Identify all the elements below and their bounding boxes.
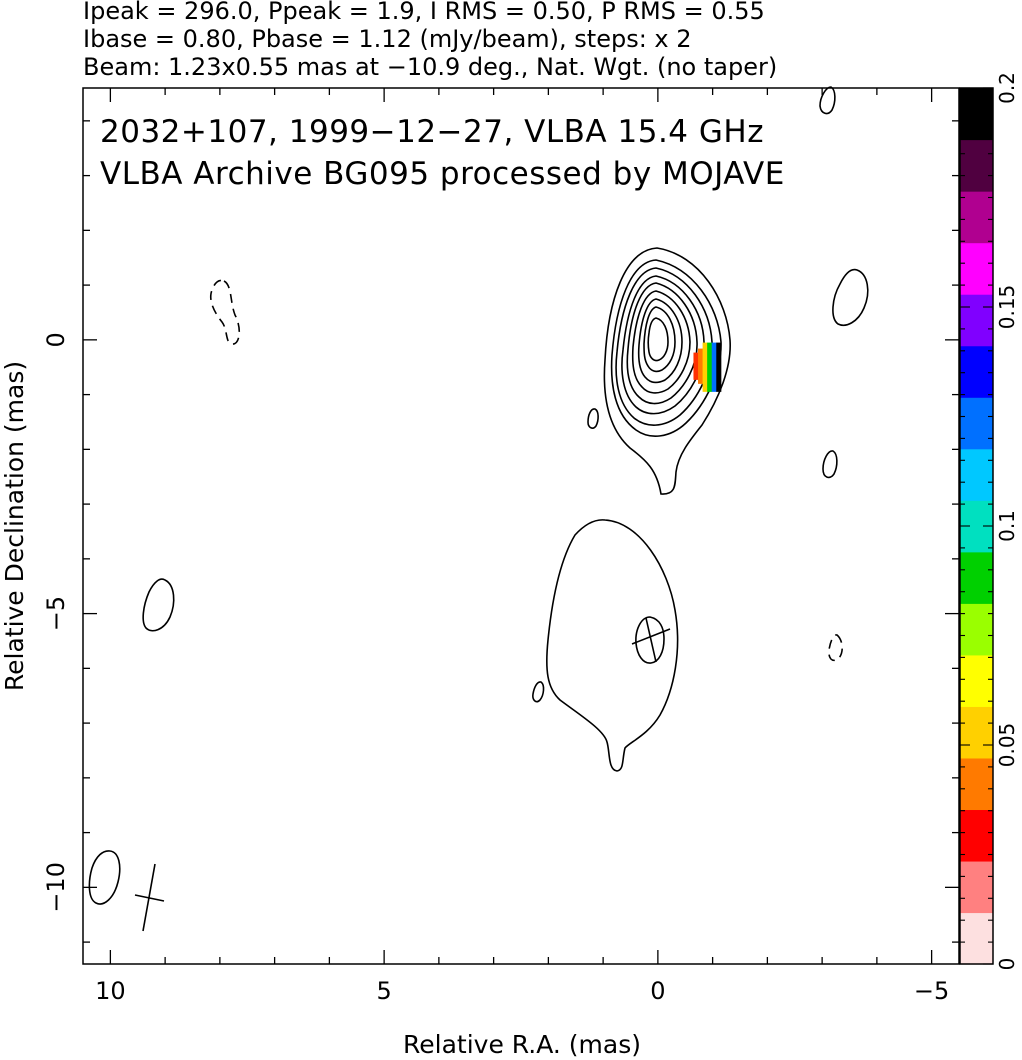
plot-frame (82, 87, 960, 965)
core-contour-8 (643, 306, 676, 373)
x-tick-label: 5 (376, 977, 391, 1005)
y-tick-label: 0 (42, 332, 70, 347)
beam-ellipse (88, 850, 121, 905)
colorbar-swatch (960, 139, 993, 192)
colorbar-swatch (960, 88, 993, 141)
noise-contours (142, 86, 869, 703)
colorbar-swatch (960, 191, 993, 244)
noise-contour (832, 268, 869, 326)
y-tick-label: −10 (42, 862, 70, 913)
noise-contour-dashed (828, 634, 843, 662)
restoring-beam (88, 850, 165, 932)
noise-contour (532, 681, 545, 703)
core-contour-5 (626, 282, 698, 405)
map-subtitle: VLBA Archive BG095 processed by MOJAVE (100, 156, 785, 192)
x-tick-label: −5 (914, 977, 949, 1005)
colorbar-swatch (960, 551, 993, 604)
header-line-1: Ipeak = 296.0, Ppeak = 1.9, I RMS = 0.50… (83, 0, 765, 25)
core-contour-4 (621, 275, 705, 415)
colorbar-swatch (960, 242, 993, 295)
colorbar-swatch (960, 448, 993, 501)
polarization-pixel (702, 342, 708, 392)
colorbar-tick-label: 0.15 (995, 285, 1019, 330)
colorbar-swatch (960, 809, 993, 862)
polarization-pixel (711, 342, 717, 392)
noise-contour-dashed (209, 279, 241, 345)
core-contour-3 (615, 267, 713, 426)
beam-minor-axis-marker (134, 894, 165, 902)
polarization-pixel (698, 348, 704, 384)
x-tick-label: 10 (95, 977, 126, 1005)
noise-contour (822, 450, 838, 479)
colorbar (960, 88, 993, 965)
y-tick-label: −5 (42, 596, 70, 631)
colorbar-swatch (960, 860, 993, 914)
core-contour-6 (631, 290, 691, 394)
noise-contour (587, 408, 599, 429)
core-contour-1 (603, 247, 731, 495)
header-line-2: Ibase = 0.80, Pbase = 1.12 (mJy/beam), s… (83, 25, 692, 53)
colorbar-tick-label: 0.2 (995, 72, 1019, 104)
noise-contour (819, 86, 836, 115)
core-contour-9 (647, 317, 669, 362)
colorbar-swatch (960, 654, 993, 707)
polarization-patch (693, 342, 722, 392)
header-line-3: Beam: 1.23x0.55 mas at −10.9 deg., Nat. … (83, 53, 777, 81)
colorbar-swatch (960, 912, 993, 965)
colorbar-tick-label: 0.05 (995, 723, 1019, 768)
colorbar-tick-label: 0.1 (995, 510, 1019, 542)
polarization-pixel (707, 342, 713, 392)
colorbar-tick-label: 0 (995, 958, 1019, 971)
jet-polarization-tick (645, 617, 657, 663)
map-title: 2032+107, 1999−12−27, VLBA 15.4 GHz (100, 114, 764, 150)
x-tick-label: 0 (650, 977, 665, 1005)
colorbar-swatch (960, 603, 993, 656)
colorbar-ticks: 0 0.05 0.1 0.15 0.2 (960, 72, 1019, 970)
x-axis-label: Relative R.A. (mas) (403, 1030, 641, 1059)
polarization-pixel (693, 352, 699, 380)
jet-contours (546, 519, 679, 772)
colorbar-swatch (960, 757, 993, 811)
axis-ticks: 10 5 0 −5 0 −5 −10 (42, 88, 959, 1005)
core-contours (603, 247, 731, 495)
core-contour-7 (637, 298, 683, 384)
colorbar-swatch (960, 294, 993, 347)
colorbar-swatch (960, 345, 993, 398)
polarization-pixel (716, 342, 722, 392)
jet-contour-outer (546, 519, 679, 772)
noise-contour (142, 578, 175, 632)
jet-contour-inner (635, 616, 665, 664)
y-axis-label: Relative Declination (mas) (0, 361, 29, 691)
colorbar-swatch (960, 397, 993, 450)
core-contour-2 (610, 259, 722, 437)
colorbar-swatch (960, 706, 993, 759)
